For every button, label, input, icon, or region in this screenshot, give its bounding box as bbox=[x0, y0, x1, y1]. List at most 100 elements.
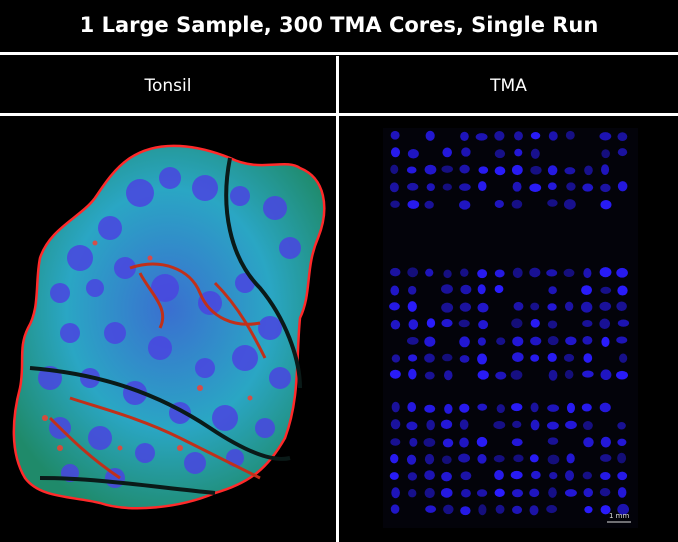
tma-core bbox=[566, 402, 576, 414]
tma-image-panel: 1 mm bbox=[339, 118, 678, 542]
tma-core bbox=[511, 164, 523, 176]
tma-core bbox=[389, 267, 401, 277]
tma-core bbox=[407, 200, 420, 209]
tma-core bbox=[582, 370, 594, 378]
tma-core bbox=[582, 421, 593, 431]
tma-core bbox=[495, 371, 507, 380]
tma-core bbox=[494, 269, 505, 278]
tma-core bbox=[477, 403, 488, 411]
tma-core bbox=[582, 471, 592, 480]
tma-core bbox=[389, 182, 399, 193]
tma-core bbox=[496, 337, 506, 345]
tma-core bbox=[584, 165, 593, 176]
tma-core bbox=[440, 419, 453, 430]
tma-core bbox=[617, 471, 628, 481]
tma-core bbox=[424, 200, 434, 209]
tma-core bbox=[494, 199, 504, 208]
tma-core bbox=[546, 269, 558, 277]
tma-core bbox=[441, 319, 453, 328]
tma-core bbox=[476, 489, 488, 497]
tma-core bbox=[459, 336, 470, 348]
tma-core bbox=[459, 437, 469, 448]
tma-core bbox=[547, 336, 559, 346]
tma-core bbox=[477, 302, 489, 313]
tma-core bbox=[493, 420, 506, 430]
tma-core bbox=[565, 470, 575, 481]
tma-core bbox=[566, 453, 575, 464]
tma-core bbox=[478, 504, 487, 516]
tma-core bbox=[459, 403, 470, 413]
tma-core bbox=[530, 336, 542, 346]
tma-core bbox=[426, 183, 435, 191]
tma-core bbox=[547, 303, 557, 311]
tma-core bbox=[616, 267, 628, 278]
tma-core bbox=[583, 437, 594, 448]
tma-core bbox=[390, 453, 399, 464]
tma-core bbox=[511, 318, 523, 329]
tma-core bbox=[600, 505, 611, 515]
tma-core bbox=[441, 471, 452, 482]
tonsil-tissue-body bbox=[12, 144, 326, 510]
tma-core bbox=[408, 489, 417, 498]
tma-core bbox=[617, 319, 630, 327]
tma-core bbox=[441, 302, 454, 313]
divider-vertical bbox=[336, 56, 339, 542]
tma-core bbox=[581, 285, 592, 296]
tma-core bbox=[406, 166, 417, 174]
tma-core bbox=[617, 285, 628, 296]
tma-core bbox=[600, 200, 612, 210]
tma-core bbox=[512, 336, 524, 347]
tma-core bbox=[547, 165, 558, 176]
tma-core bbox=[389, 302, 400, 311]
tma-core bbox=[390, 319, 401, 330]
tma-core bbox=[477, 269, 488, 279]
tma-core bbox=[583, 268, 592, 279]
tma-core bbox=[425, 130, 435, 141]
tma-core bbox=[529, 454, 539, 463]
tma-core bbox=[424, 371, 435, 380]
tma-core bbox=[423, 437, 436, 447]
tma-core bbox=[426, 318, 436, 328]
tma-core bbox=[390, 285, 400, 296]
tma-core bbox=[530, 419, 540, 431]
tma-core bbox=[514, 148, 523, 157]
tma-core bbox=[458, 453, 471, 463]
tma-core bbox=[547, 454, 560, 465]
tma-core bbox=[529, 505, 539, 516]
tma-core bbox=[494, 166, 506, 176]
tma-core bbox=[530, 132, 541, 140]
tma-core bbox=[459, 355, 470, 363]
tma-core bbox=[530, 402, 539, 413]
tma-core bbox=[565, 130, 575, 140]
tma-core bbox=[549, 471, 558, 480]
tma-core bbox=[512, 352, 524, 362]
tma-core bbox=[581, 403, 592, 412]
tma-core bbox=[460, 284, 472, 295]
tma-core bbox=[547, 437, 559, 445]
tma-core bbox=[547, 320, 558, 329]
tma-core bbox=[530, 302, 540, 311]
tma-core bbox=[494, 469, 504, 481]
tonsil-follicles bbox=[38, 167, 301, 488]
tonsil-septa bbox=[29, 157, 302, 495]
tma-core bbox=[529, 183, 542, 193]
tma-core bbox=[582, 183, 594, 192]
tma-core bbox=[600, 472, 611, 480]
tma-core bbox=[600, 286, 612, 294]
tma-core bbox=[460, 506, 471, 516]
tma-core bbox=[512, 267, 523, 279]
tma-core bbox=[408, 368, 417, 380]
tma-core bbox=[390, 200, 400, 208]
tma-core bbox=[511, 438, 523, 447]
tma-core bbox=[461, 489, 471, 498]
tma-core bbox=[442, 183, 452, 191]
tma-core bbox=[409, 437, 418, 447]
tma-core bbox=[548, 487, 557, 498]
tma-core bbox=[390, 438, 401, 446]
tma-core bbox=[564, 489, 577, 497]
tma-core bbox=[390, 130, 400, 140]
tma-core bbox=[617, 452, 627, 464]
tma-core bbox=[425, 505, 437, 513]
tma-core bbox=[616, 370, 628, 380]
tma-core bbox=[494, 130, 505, 141]
